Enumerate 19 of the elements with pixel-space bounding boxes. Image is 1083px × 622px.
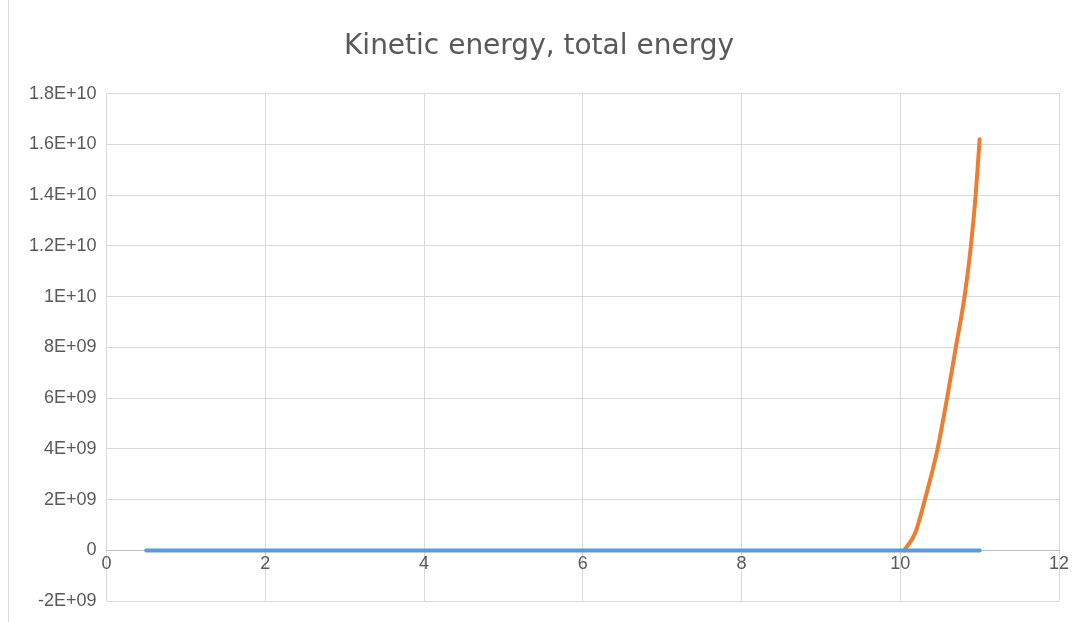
y-tick-label: 6E+09 [44,387,97,408]
y-tick-label: 4E+09 [44,437,97,458]
x-tick-label: 0 [101,553,112,574]
x-tick-label: 6 [577,553,588,574]
y-tick-label: 1.4E+10 [29,184,97,205]
y-tick-label: -2E+09 [38,590,97,611]
y-tick-label: 1E+10 [44,285,97,306]
x-tick-label: 12 [1048,553,1070,574]
x-tick-label: 4 [419,553,430,574]
x-tick-label: 10 [890,553,911,574]
y-tick-label: 2E+09 [44,488,97,509]
y-tick-label: 0 [86,539,97,560]
x-tick-label: 8 [736,553,747,574]
y-tick-label: 1.8E+10 [29,82,97,103]
y-tick-label: 8E+09 [44,336,97,357]
chart-title: Kinetic energy, total energy [343,28,735,62]
y-tick-label: 1.2E+10 [29,234,97,255]
y-tick-label: 1.6E+10 [29,133,97,154]
x-tick-label: 2 [260,553,271,574]
